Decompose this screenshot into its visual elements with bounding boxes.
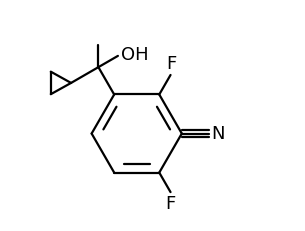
Text: F: F	[167, 55, 177, 73]
Text: OH: OH	[121, 46, 149, 64]
Text: N: N	[212, 125, 225, 143]
Text: F: F	[165, 195, 176, 213]
